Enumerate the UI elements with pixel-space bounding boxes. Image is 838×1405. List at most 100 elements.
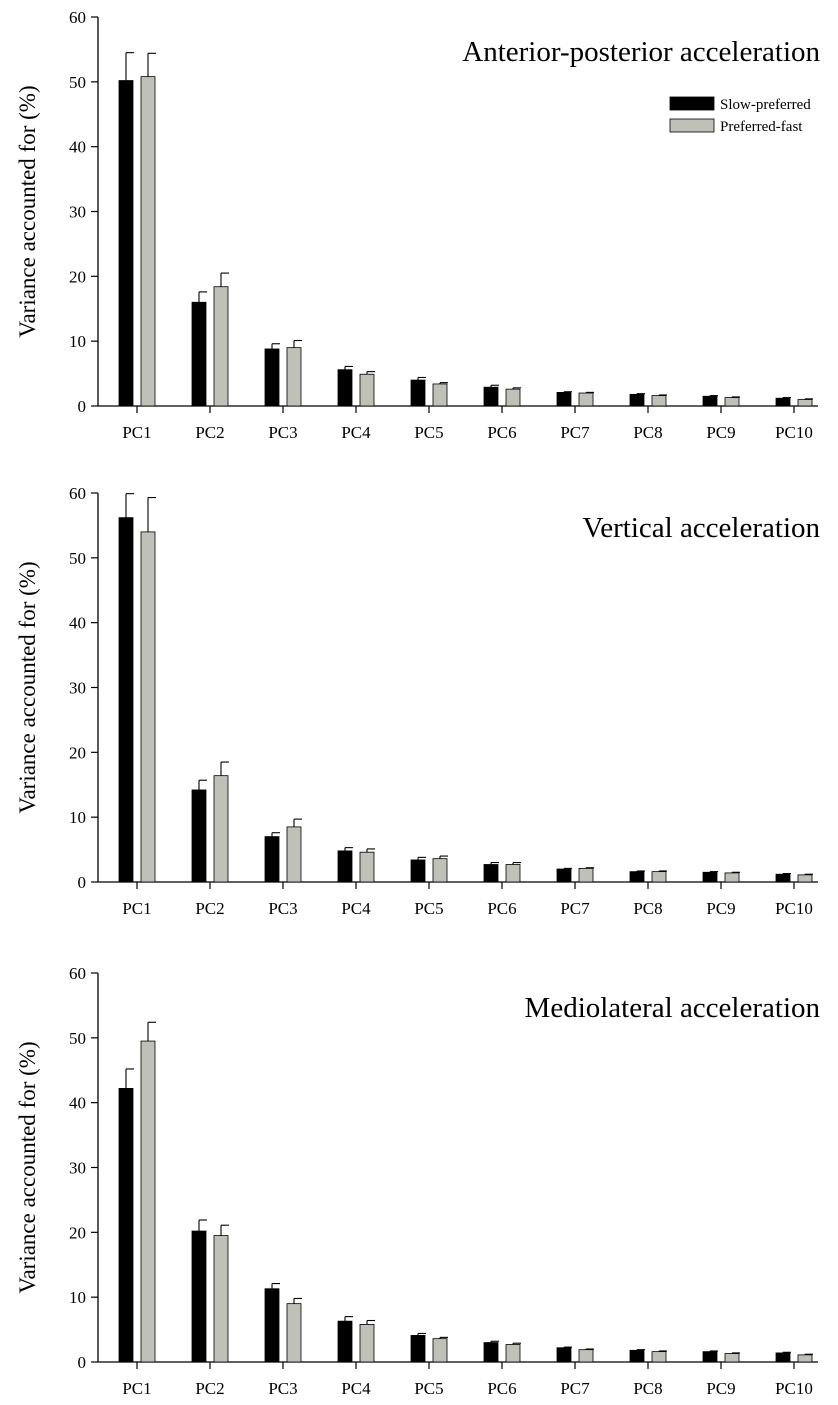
bar-slow-preferred [264,1288,280,1363]
bar-preferred-fast [724,1353,740,1363]
bar-preferred-fast [432,383,448,407]
y-tick-label: 0 [78,397,87,416]
bar-slow-preferred [629,393,645,407]
x-tick-label: PC7 [560,899,590,918]
bar-slow-preferred [410,379,426,407]
bar-preferred-fast [286,826,302,883]
y-axis-label: Variance accounted for (%) [15,85,40,337]
bar-preferred-fast [286,1303,302,1363]
y-tick-label: 30 [69,1159,86,1178]
legend-swatch-preferred-fast [669,118,715,133]
bar-slow-preferred [483,1342,499,1363]
legend-swatch-slow-preferred [669,96,715,111]
bar-slow-preferred [702,871,718,883]
y-tick-label: 0 [78,1353,87,1372]
panel-title: Vertical acceleration [583,512,821,544]
bar-slow-preferred [629,1349,645,1363]
bar-preferred-fast [505,388,521,407]
y-tick-label: 60 [69,964,86,983]
y-tick-label: 60 [69,484,86,503]
bar-slow-preferred [264,836,280,883]
x-tick-label: PC5 [414,423,443,442]
bar-preferred-fast [140,1040,156,1363]
x-tick-label: PC4 [341,899,371,918]
bar-preferred-fast [359,851,375,883]
bar-slow-preferred [410,1335,426,1363]
bar-preferred-fast [797,874,813,883]
panel-title: Anterior-posterior acceleration [462,36,820,68]
x-tick-label: PC6 [487,899,516,918]
bar-preferred-fast [213,775,229,883]
bar-slow-preferred [702,1351,718,1363]
y-tick-label: 30 [69,679,86,698]
bar-preferred-fast [505,864,521,883]
bar-preferred-fast [359,373,375,407]
bar-slow-preferred [702,395,718,407]
x-tick-label: PC3 [268,423,297,442]
y-tick-label: 20 [69,743,86,762]
x-tick-label: PC9 [706,899,735,918]
bar-preferred-fast [797,399,813,407]
y-tick-label: 10 [69,332,86,351]
x-tick-label: PC9 [706,423,735,442]
bar-slow-preferred [118,80,134,407]
bar-preferred-fast [797,1354,813,1363]
bar-slow-preferred [191,789,207,883]
bar-preferred-fast [286,347,302,407]
y-tick-label: 50 [69,73,86,92]
y-tick-label: 10 [69,808,86,827]
bar-slow-preferred [337,1320,353,1363]
legend-label: Slow-preferred [720,97,811,113]
y-tick-label: 40 [69,1094,86,1113]
bar-slow-preferred [191,1230,207,1363]
bar-preferred-fast [651,395,667,407]
x-tick-label: PC8 [633,423,662,442]
chart-panel-1: 0 10 20 30 40 50 60 Variance accounted for (%) P… [15,8,820,442]
chart-panel-3: 0 10 20 30 40 50 60 Variance accounted for (%) P… [15,964,820,1398]
x-tick-label: PC3 [268,1379,297,1398]
bar-slow-preferred [629,871,645,883]
x-tick-label: PC2 [195,423,224,442]
y-tick-label: 60 [69,8,86,27]
x-tick-label: PC6 [487,1379,516,1398]
bar-preferred-fast [578,867,594,883]
bar-slow-preferred [556,868,572,883]
bar-slow-preferred [556,391,572,407]
y-tick-label: 20 [69,1223,86,1242]
x-tick-label: PC6 [487,423,516,442]
y-tick-label: 0 [78,873,87,892]
bar-slow-preferred [118,517,134,883]
legend: Slow-preferred Preferred-fast [669,96,811,135]
x-tick-label: PC2 [195,1379,224,1398]
y-tick-label: 10 [69,1288,86,1307]
bar-preferred-fast [213,286,229,407]
bar-preferred-fast [578,392,594,407]
legend-label: Preferred-fast [720,119,803,135]
panel-title: Mediolateral acceleration [525,992,821,1024]
x-tick-label: PC7 [560,1379,590,1398]
bar-preferred-fast [140,531,156,883]
x-tick-label: PC3 [268,899,297,918]
x-tick-label: PC4 [341,1379,371,1398]
bar-preferred-fast [578,1349,594,1363]
x-tick-label: PC1 [122,899,151,918]
bar-slow-preferred [775,1352,791,1363]
bar-preferred-fast [432,1338,448,1363]
bar-slow-preferred [556,1347,572,1363]
bar-preferred-fast [651,1351,667,1363]
x-tick-label: PC2 [195,899,224,918]
bar-preferred-fast [213,1235,229,1363]
bar-slow-preferred [775,397,791,407]
y-axis-label: Variance accounted for (%) [15,561,40,813]
y-tick-label: 40 [69,138,86,157]
bar-preferred-fast [140,76,156,407]
y-tick-label: 30 [69,203,86,222]
bar-preferred-fast [359,1323,375,1363]
x-tick-label: PC7 [560,423,590,442]
bar-slow-preferred [264,348,280,407]
bar-slow-preferred [775,873,791,883]
bar-preferred-fast [724,872,740,883]
x-tick-label: PC10 [775,1379,813,1398]
y-axis-label: Variance accounted for (%) [15,1041,40,1293]
